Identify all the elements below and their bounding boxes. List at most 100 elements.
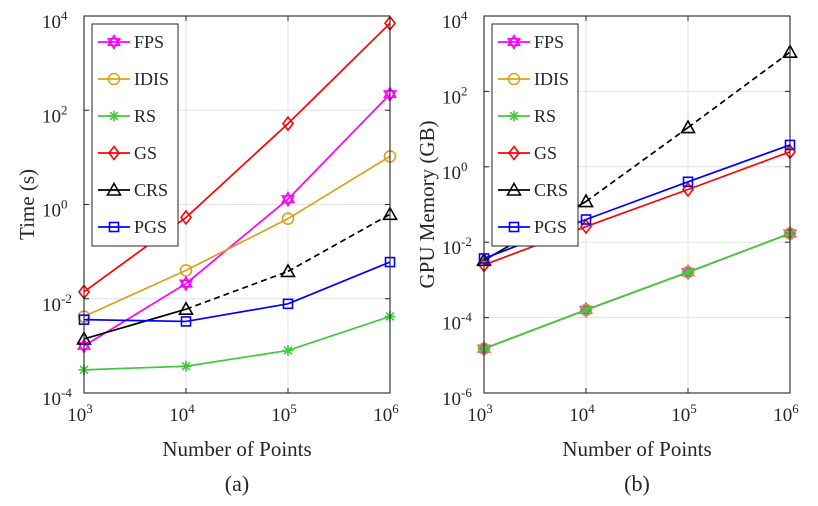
series-segment — [185, 217, 289, 272]
y-tick-label: 100 — [42, 197, 68, 222]
legend-marker — [106, 181, 122, 196]
legend-label: FPS — [534, 32, 564, 52]
legend-label: RS — [534, 106, 556, 126]
data-point-gs — [681, 181, 695, 198]
y-tick-label: 10-6 — [442, 385, 472, 410]
axes-box — [483, 15, 791, 394]
y-tick-label: 104 — [42, 8, 68, 33]
legend-label: FPS — [134, 32, 164, 52]
data-point-fps — [280, 191, 296, 208]
legend-label: CRS — [134, 180, 168, 200]
series-segment — [83, 282, 187, 347]
series-segment — [185, 198, 289, 285]
legend-entry-crs: CRS — [498, 180, 568, 200]
series-segment — [287, 261, 391, 305]
series-segment — [185, 302, 289, 323]
y-tick-label: 104 — [442, 8, 468, 33]
y-tick-label: 10-2 — [42, 291, 72, 316]
data-point-crs — [578, 193, 594, 208]
data-point-pgs — [282, 298, 294, 310]
legend-label: IDIS — [534, 69, 569, 89]
series-segment — [287, 22, 391, 125]
legend: FPS IDIS RS GS CRS PGS — [491, 23, 579, 247]
legend-label: GS — [534, 143, 557, 163]
legend-entry-crs: CRS — [98, 180, 168, 200]
series-segment — [585, 126, 689, 203]
series-segment — [687, 144, 791, 183]
panel-label: (b) — [624, 471, 650, 496]
legend: FPS IDIS RS GS CRS PGS — [91, 23, 179, 247]
y-tick-label: 102 — [42, 102, 68, 127]
x-tick-label: 106 — [373, 401, 399, 426]
y-tick-label: 102 — [442, 83, 468, 108]
legend-marker — [107, 72, 121, 86]
legend-marker — [507, 145, 521, 161]
series-fps — [76, 86, 398, 354]
data-point-pgs — [180, 316, 192, 327]
legend-label: PGS — [134, 217, 167, 237]
series-segment — [83, 308, 187, 340]
chart-panel-1: 103 104 105 106 10-4 10-2 100 102 104 Number of P… — [15, 8, 399, 496]
data-point-rs — [580, 304, 592, 316]
series-segment — [687, 51, 791, 129]
data-point-gs — [179, 209, 193, 226]
series-segment — [585, 188, 689, 228]
series-crs — [76, 206, 398, 345]
legend-label: IDIS — [134, 69, 169, 89]
data-point-gs — [281, 115, 295, 132]
x-tick-label: 105 — [671, 401, 697, 426]
legend-entry-pgs: PGS — [98, 217, 167, 237]
series-segment — [185, 349, 289, 368]
legend-entry-fps: FPS — [498, 32, 564, 52]
legend-marker — [506, 181, 522, 196]
series-segment — [687, 232, 791, 273]
y-tick-label: 10-4 — [42, 385, 72, 410]
data-point-pgs — [580, 214, 592, 225]
y-tick-label: 10-4 — [442, 310, 472, 335]
y-axis-label: Time (s) — [15, 169, 39, 240]
data-point-crs — [178, 301, 194, 316]
legend-marker — [508, 221, 520, 233]
data-point-pgs — [682, 176, 694, 188]
legend-marker — [108, 110, 120, 122]
x-tick-label: 103 — [67, 401, 93, 426]
legend-entry-fps: FPS — [98, 32, 164, 52]
series-segment — [83, 365, 187, 371]
y-axis-label: GPU Memory (GB) — [415, 121, 439, 289]
data-point-rs — [180, 360, 192, 372]
panel-label: (a) — [225, 471, 249, 496]
legend-label: GS — [134, 143, 157, 163]
x-tick-label: 103 — [467, 401, 493, 426]
legend-marker — [106, 33, 122, 51]
x-tick-label: 104 — [569, 401, 595, 426]
legend-entry-idis: IDIS — [98, 69, 169, 89]
x-tick-label: 105 — [271, 401, 297, 426]
data-point-idis — [179, 264, 193, 277]
legend-label: CRS — [534, 180, 568, 200]
series-segment — [185, 270, 289, 311]
legend-marker — [108, 221, 120, 233]
legend-label: PGS — [534, 217, 567, 237]
legend-entry-idis: IDIS — [498, 69, 569, 89]
legend-entry-rs: RS — [498, 106, 556, 126]
x-tick-label: 106 — [773, 401, 799, 426]
legend-box — [491, 23, 579, 247]
legend-entry-gs: GS — [498, 143, 557, 163]
series-idis — [77, 150, 397, 323]
legend-entry-pgs: PGS — [498, 217, 567, 237]
legend-box — [91, 23, 179, 247]
y-tick-label: 10-2 — [442, 234, 472, 259]
series-segment — [585, 181, 689, 221]
legend-entry-gs: GS — [98, 143, 157, 163]
series-segment — [287, 93, 391, 200]
data-point-fps — [178, 275, 194, 292]
series-gs — [77, 15, 397, 300]
series-segment — [287, 155, 391, 220]
legend-entry-rs: RS — [98, 106, 156, 126]
series-segment — [483, 309, 587, 350]
series-segment — [585, 271, 689, 311]
x-axis-label: Number of Points — [562, 437, 711, 461]
chart-panel-2: 103 104 105 106 10-6 10-4 10-2 100 102 104 Number … — [415, 8, 799, 496]
legend-marker — [508, 110, 520, 122]
x-tick-label: 104 — [169, 401, 195, 426]
